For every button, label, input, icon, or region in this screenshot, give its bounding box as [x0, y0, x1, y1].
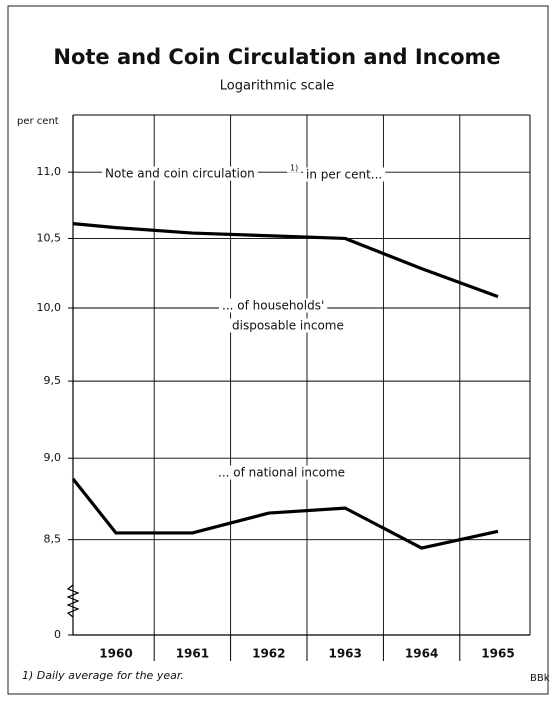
y-tick-label: 10,0: [37, 301, 62, 314]
y-tick-label: 0: [54, 628, 61, 641]
annotation-bg: [215, 465, 349, 480]
series-line: [71, 477, 499, 550]
annotation: disposable income: [232, 319, 344, 333]
y-tick-label: 10,5: [37, 231, 62, 244]
annotation: ... of households': [222, 299, 324, 313]
annotation-bg: [219, 298, 328, 313]
frame: [7, 5, 549, 695]
y-tick-label: 9,5: [44, 374, 62, 387]
x-tick-label: 1965: [481, 647, 514, 661]
x-tick-label: 1961: [176, 647, 209, 661]
annotation: 1): [290, 164, 298, 173]
annotation-bg: [229, 318, 347, 333]
chart-title: Note and Coin Circulation and Income: [53, 45, 500, 69]
annotation: ... of national income: [218, 466, 345, 480]
y-tick-label: 8,5: [44, 533, 62, 546]
chart-subtitle: Logarithmic scale: [220, 79, 335, 94]
annotation-bg: [102, 166, 258, 181]
series-line: [72, 222, 499, 299]
x-tick-label: 1960: [99, 647, 132, 661]
annotation: in per cent...: [306, 168, 382, 182]
annotation-bg: [287, 163, 302, 173]
x-tick-label: 1963: [328, 647, 361, 661]
annotation-bg: [303, 167, 386, 182]
grid: [73, 115, 530, 635]
footnote: 1) Daily average for the year.: [22, 669, 184, 682]
x-tick-label: 1962: [252, 647, 285, 661]
y-axis-label: per cent: [17, 116, 59, 127]
annotation: Note and coin circulation: [105, 167, 255, 181]
y-tick-label: 9,0: [44, 451, 62, 464]
y-tick-label: 11,0: [37, 165, 62, 178]
axis-break: [66, 584, 80, 618]
source: BBk: [530, 673, 550, 684]
x-tick-label: 1964: [405, 647, 438, 661]
